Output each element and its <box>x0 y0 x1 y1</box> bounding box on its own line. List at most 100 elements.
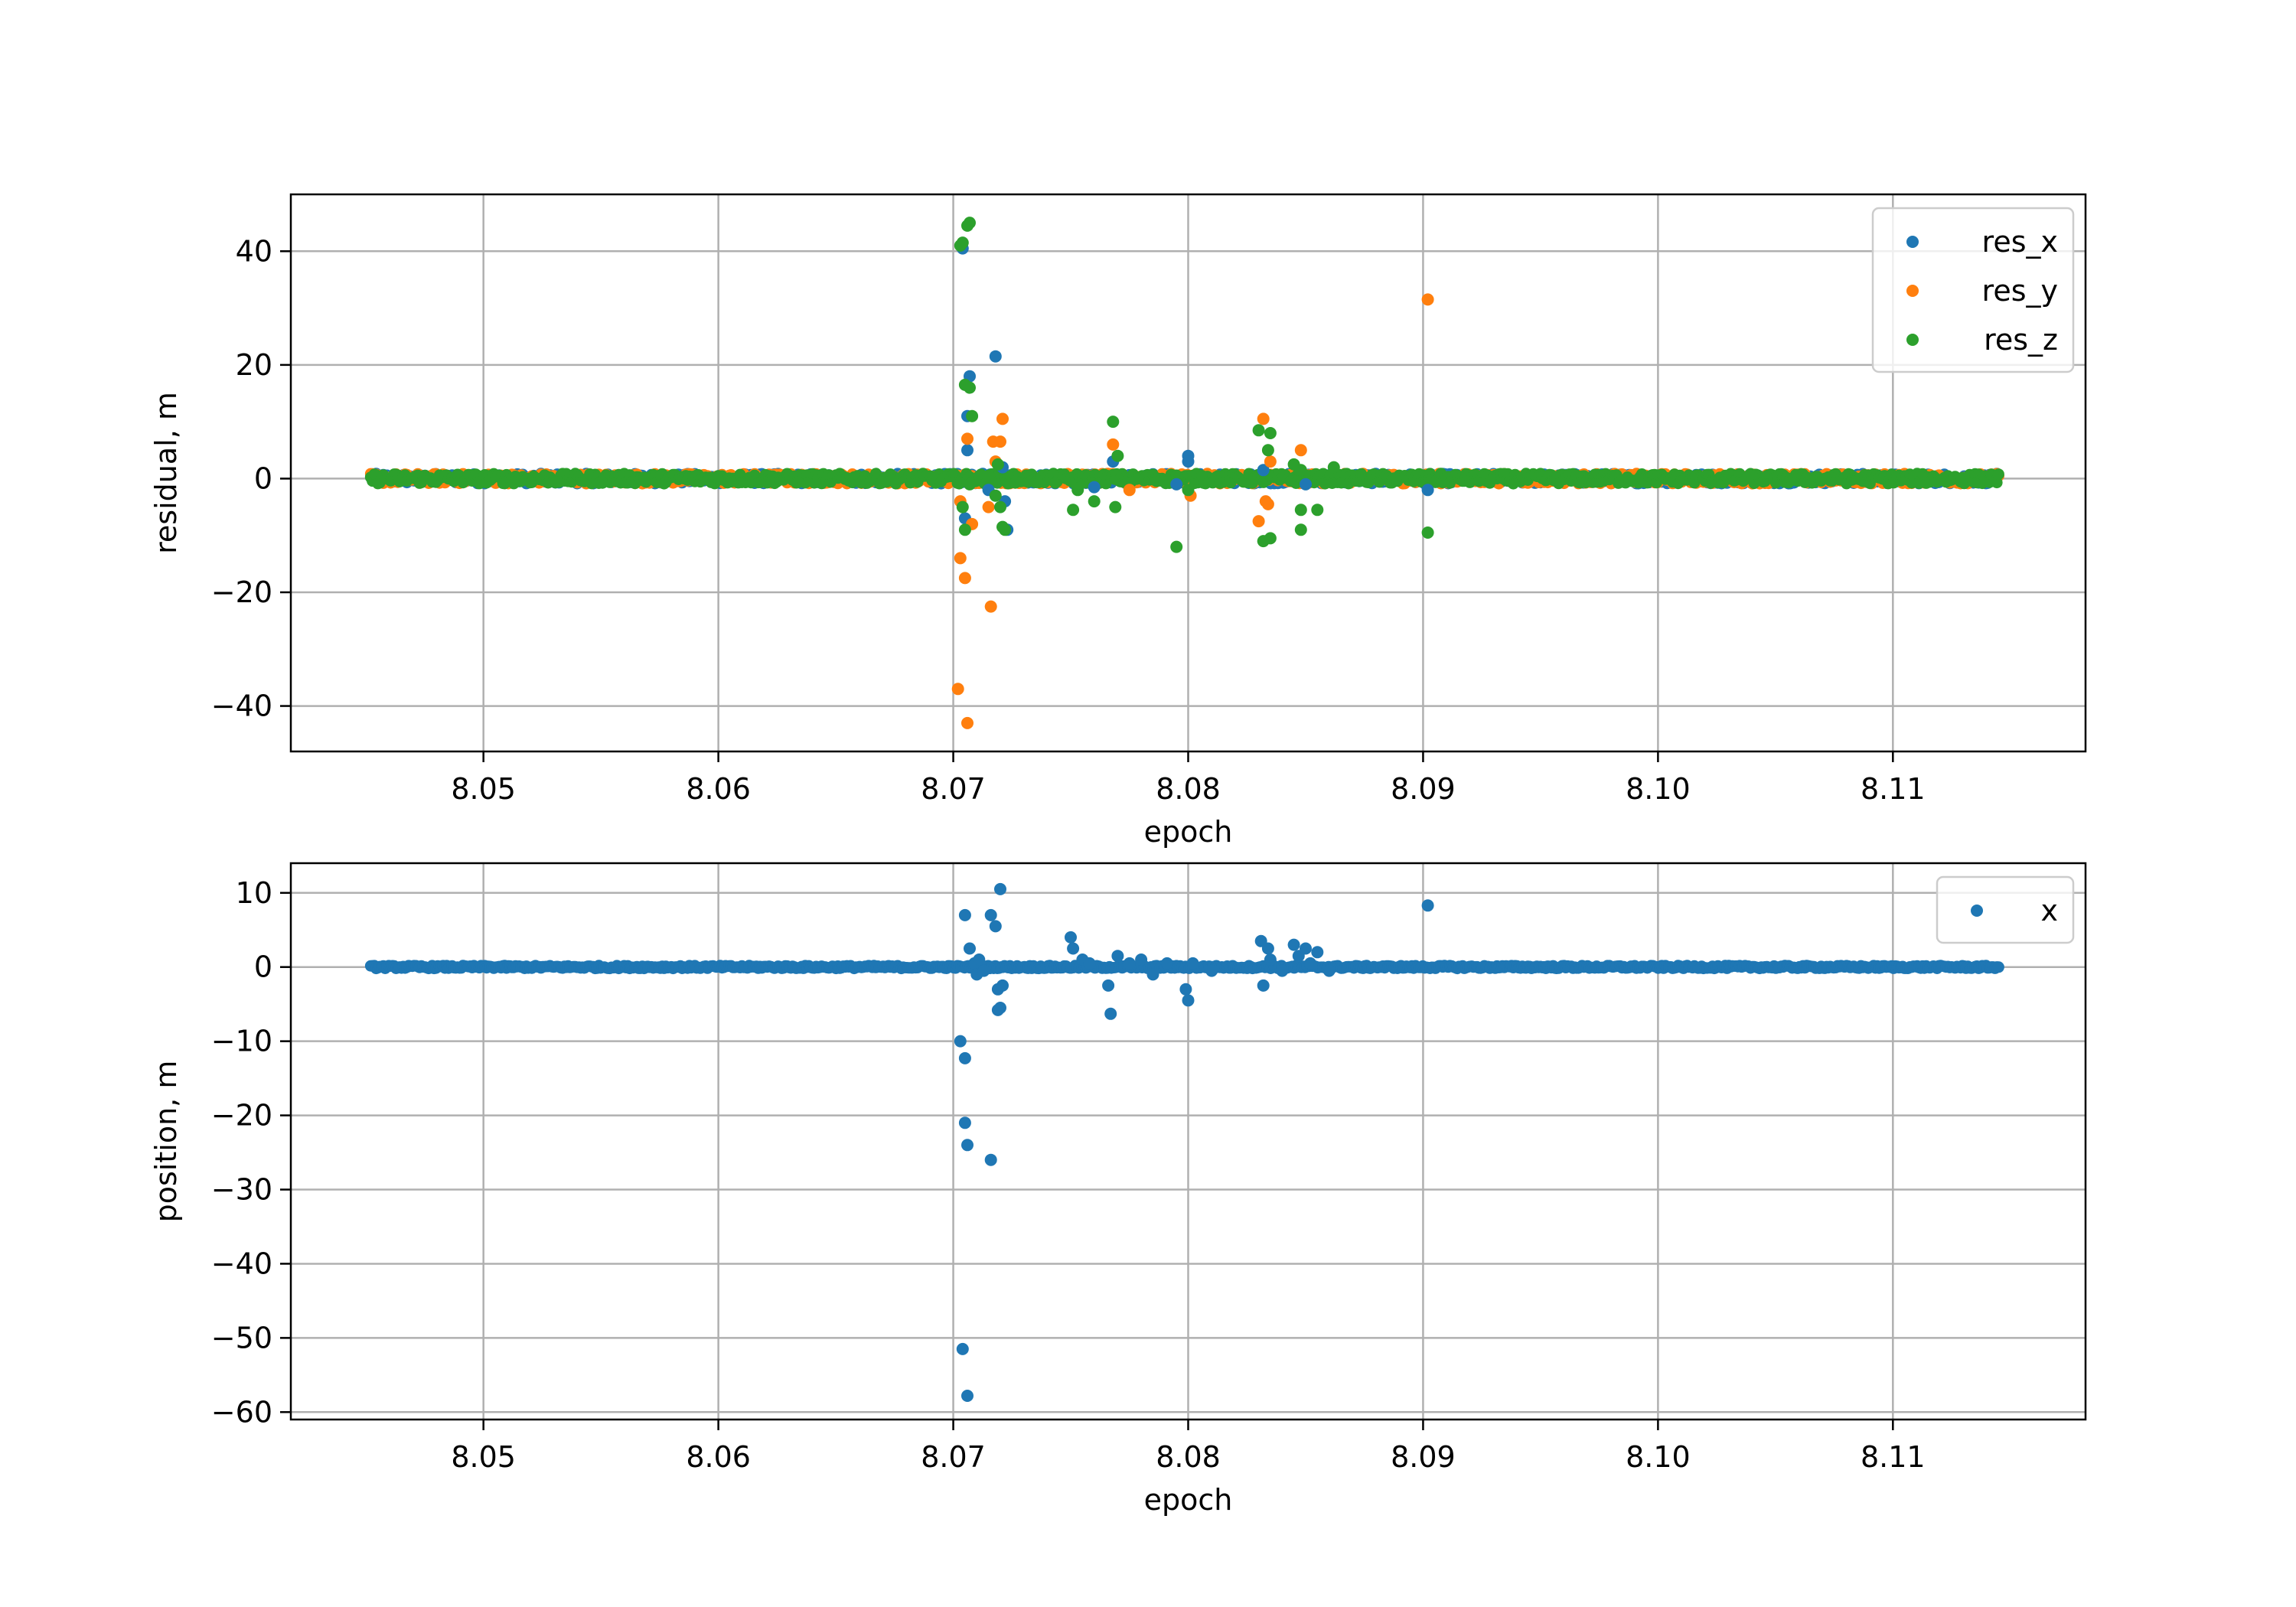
data-point-res_z <box>1109 500 1122 513</box>
data-point-x <box>1300 942 1312 955</box>
legend: res_x res_y res_z <box>1871 207 2075 373</box>
data-point-res_y <box>961 432 974 445</box>
data-point-res_y <box>958 572 971 585</box>
data-point-x <box>954 1035 967 1048</box>
data-point-res_y <box>954 552 967 565</box>
data-point-x <box>1205 964 1218 977</box>
data-point-x <box>1304 957 1317 970</box>
data-point-res_z <box>1111 449 1124 462</box>
data-point-res_z <box>1294 504 1307 517</box>
data-point-x <box>1322 964 1336 977</box>
legend-box <box>1871 207 2075 373</box>
data-point-res_y <box>996 412 1009 425</box>
data-point-res_z <box>1264 427 1277 439</box>
data-point-res_z <box>1252 424 1265 437</box>
legend: x <box>1936 875 2075 944</box>
y-tick-label: −50 <box>211 1321 272 1354</box>
data-point-x <box>958 908 971 921</box>
x-tick-label: 8.09 <box>1391 1440 1456 1474</box>
y-tick-label: 10 <box>236 876 272 910</box>
y-tick-label: 20 <box>236 348 272 382</box>
x-tick-label: 8.06 <box>686 1440 751 1474</box>
data-point-res_y <box>1294 444 1307 457</box>
x-tick-label: 8.08 <box>1156 772 1221 806</box>
data-point-x <box>1065 931 1077 944</box>
data-point-x <box>1421 899 1434 912</box>
data-point-res_z <box>1107 416 1120 429</box>
data-point-res_y <box>961 716 974 729</box>
y-tick-label: 0 <box>254 950 272 984</box>
y-tick-label: −60 <box>211 1395 272 1429</box>
panel-2: 8.05 8.06 8.07 8.08 8.09 8.10 8.11 −60 −50 −40 −30… <box>149 862 2087 1517</box>
data-points <box>364 882 2004 1402</box>
y-tick-label: −40 <box>211 689 272 723</box>
data-point-res_z <box>1294 523 1307 536</box>
legend-label-res_y: res_y <box>1982 274 2058 308</box>
baseline-point-res_z <box>1992 468 2004 481</box>
x-tick-label: 8.05 <box>451 1440 516 1474</box>
data-point-x <box>1111 950 1124 963</box>
data-point-x <box>989 920 1002 933</box>
legend-label-res_z: res_z <box>1984 323 2058 357</box>
x-tick-label: 8.11 <box>1861 1440 1926 1474</box>
data-point-res_z <box>1067 504 1080 517</box>
data-point-res_y <box>1107 438 1120 451</box>
legend-label-x: x <box>2041 894 2059 927</box>
data-point-x <box>961 1139 974 1152</box>
data-point-x <box>984 1153 997 1166</box>
data-point-res_y <box>1252 515 1265 528</box>
data-point-x <box>958 1116 971 1129</box>
data-point-x <box>1261 942 1274 955</box>
y-tick-label: −40 <box>211 1247 272 1280</box>
data-point-x <box>977 964 990 977</box>
data-point-res_z <box>1088 495 1101 508</box>
y-axis-label: residual, m <box>149 392 183 554</box>
data-point-x <box>1182 994 1195 1007</box>
y-tick-label: 40 <box>236 234 272 268</box>
data-point-x <box>973 953 986 966</box>
y-tick-label: 0 <box>254 461 272 495</box>
x-tick-label: 8.07 <box>921 772 986 806</box>
data-point-x <box>1104 1007 1117 1020</box>
data-point-x <box>1123 957 1136 970</box>
data-point-x <box>1179 983 1192 996</box>
data-point-res_z <box>1170 540 1183 553</box>
data-point-x <box>991 1003 1004 1016</box>
data-point-res_x <box>1300 478 1312 491</box>
data-point-x <box>958 1051 971 1064</box>
data-point-x <box>1067 942 1080 955</box>
x-tick-label: 8.08 <box>1156 1440 1221 1474</box>
data-point-res_y <box>1421 293 1434 306</box>
data-point-res_z <box>1264 532 1277 545</box>
legend-label-res_x: res_x <box>1982 225 2058 259</box>
legend-marker-x <box>1971 905 1983 917</box>
data-point-x <box>961 1390 974 1402</box>
y-axis-label: position, m <box>149 1061 183 1223</box>
data-point-res_x <box>961 444 974 457</box>
data-point-x <box>1276 964 1289 977</box>
legend-box <box>1936 875 2075 944</box>
x-tick-label: 8.05 <box>451 772 516 806</box>
data-point-x <box>964 942 976 955</box>
legend-marker-res_z <box>1906 334 1919 346</box>
data-point-res_z <box>991 458 1004 471</box>
data-point-res_z <box>1421 526 1434 539</box>
y-tick-label: −20 <box>211 1099 272 1133</box>
data-point-res_z <box>1182 484 1195 497</box>
data-point-res_x <box>1257 464 1270 477</box>
data-point-x <box>1160 957 1173 970</box>
data-point-res_z <box>1261 444 1274 457</box>
baseline-point-x <box>1992 961 2004 973</box>
data-point-res_z <box>954 239 967 252</box>
data-point-res_z <box>1287 458 1300 471</box>
x-tick-label: 8.09 <box>1391 772 1456 806</box>
data-point-x <box>1186 957 1199 970</box>
data-point-x <box>1083 957 1096 970</box>
data-point-res_z <box>961 219 974 232</box>
data-point-res_x <box>1182 455 1195 468</box>
x-tick-label: 8.06 <box>686 772 751 806</box>
y-tick-label: −30 <box>211 1173 272 1207</box>
data-point-res_z <box>956 500 969 513</box>
data-point-res_z <box>999 523 1012 536</box>
